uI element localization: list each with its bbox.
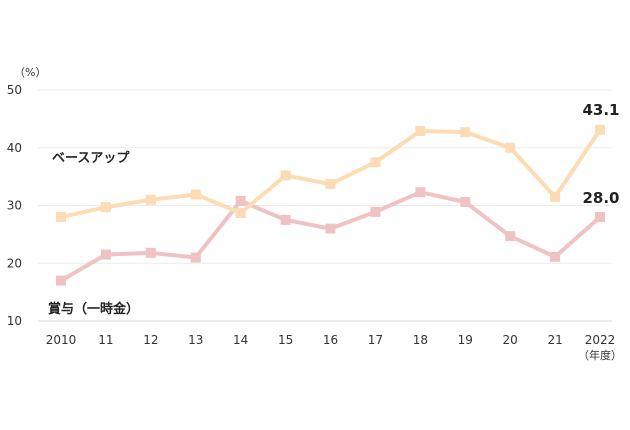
data-point: [370, 206, 381, 217]
data-point: [325, 179, 336, 190]
data-point: [235, 208, 246, 219]
data-point: [370, 157, 381, 168]
x-tick-label: 14: [233, 333, 248, 347]
x-tick-label: 12: [143, 333, 158, 347]
data-point: [280, 214, 291, 225]
data-point: [100, 202, 111, 213]
data-point: [460, 197, 471, 208]
series-markers: [56, 124, 605, 286]
x-tick-label: 21: [547, 333, 562, 347]
x-tick-label: 17: [368, 333, 383, 347]
data-point: [415, 126, 426, 137]
x-tick-label: 19: [458, 333, 473, 347]
data-point: [190, 252, 201, 263]
series-line: [60, 128, 602, 220]
end-value-label-base-up: 43.1: [582, 101, 619, 119]
data-point: [145, 194, 156, 205]
data-point: [280, 170, 291, 181]
data-point: [56, 275, 66, 286]
x-tick-label: 11: [98, 333, 113, 347]
y-tick-label: 40: [7, 141, 22, 155]
data-point: [56, 212, 66, 223]
x-tick-label: 2022: [585, 333, 616, 347]
y-tick-label: 30: [7, 199, 22, 213]
y-tick-label: 50: [7, 83, 22, 97]
data-point: [235, 195, 246, 206]
x-tick-label: 2010: [46, 333, 77, 347]
data-point: [190, 189, 201, 200]
data-point: [550, 251, 561, 262]
data-point: [550, 191, 561, 202]
x-unit-label: （年度）: [578, 348, 622, 362]
y-tick-labels: 10 20 30 40 50: [7, 83, 22, 328]
data-point: [100, 249, 111, 260]
data-point: [415, 187, 426, 198]
data-point: [145, 247, 156, 258]
x-tick-label: 16: [323, 333, 338, 347]
data-point: [505, 142, 516, 153]
x-tick-label: 13: [188, 333, 203, 347]
x-tick-labels: 2010 11 12 13 14 15 16 17 18 19 20 21 2022: [46, 333, 616, 347]
x-tick-label: 18: [413, 333, 428, 347]
y-tick-label: 20: [7, 256, 22, 270]
x-tick-label: 20: [503, 333, 518, 347]
data-point: [595, 212, 605, 223]
series-label-bonus: 賞与（一時金）: [48, 301, 139, 317]
data-point: [505, 231, 516, 242]
end-value-label-bonus: 28.0: [582, 189, 619, 207]
data-point: [325, 223, 336, 234]
x-tick-label: 15: [278, 333, 293, 347]
data-point: [460, 127, 471, 138]
y-unit-label: （%）: [14, 66, 46, 79]
gridlines: [38, 89, 612, 322]
series-label-base-up: ベースアップ: [52, 151, 130, 166]
data-point: [595, 124, 605, 135]
y-tick-label: 10: [7, 314, 22, 328]
